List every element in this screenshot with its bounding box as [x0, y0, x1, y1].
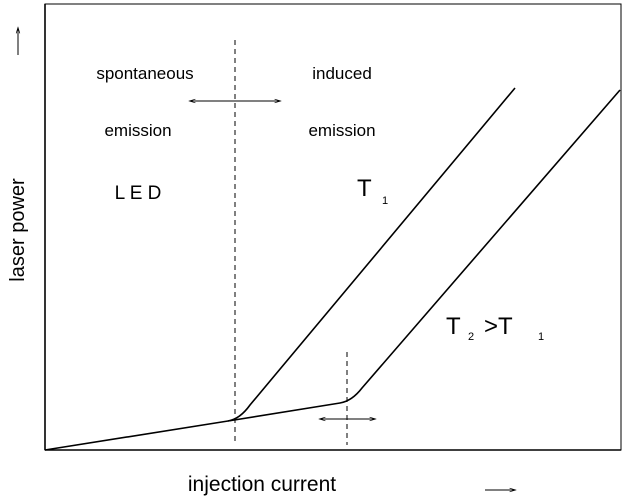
region-label: emission: [104, 121, 171, 140]
region-label: L E D: [115, 183, 162, 204]
region-label: induced: [312, 64, 372, 83]
region-label: emission: [308, 121, 375, 140]
curve-label-sub: 1: [538, 331, 544, 343]
y-axis-label: laser power: [7, 178, 29, 282]
curve-label: >T: [484, 313, 513, 340]
curve-label-sub: 2: [468, 331, 474, 343]
curve-label-sub: 1: [382, 195, 388, 207]
curve-t2: [227, 89, 621, 422]
curve-label: T: [357, 175, 372, 202]
region-label: spontaneous: [96, 64, 193, 83]
curve-t1: [44, 87, 516, 451]
curve-label: T: [446, 313, 461, 340]
x-axis-label: injection current: [188, 473, 336, 496]
